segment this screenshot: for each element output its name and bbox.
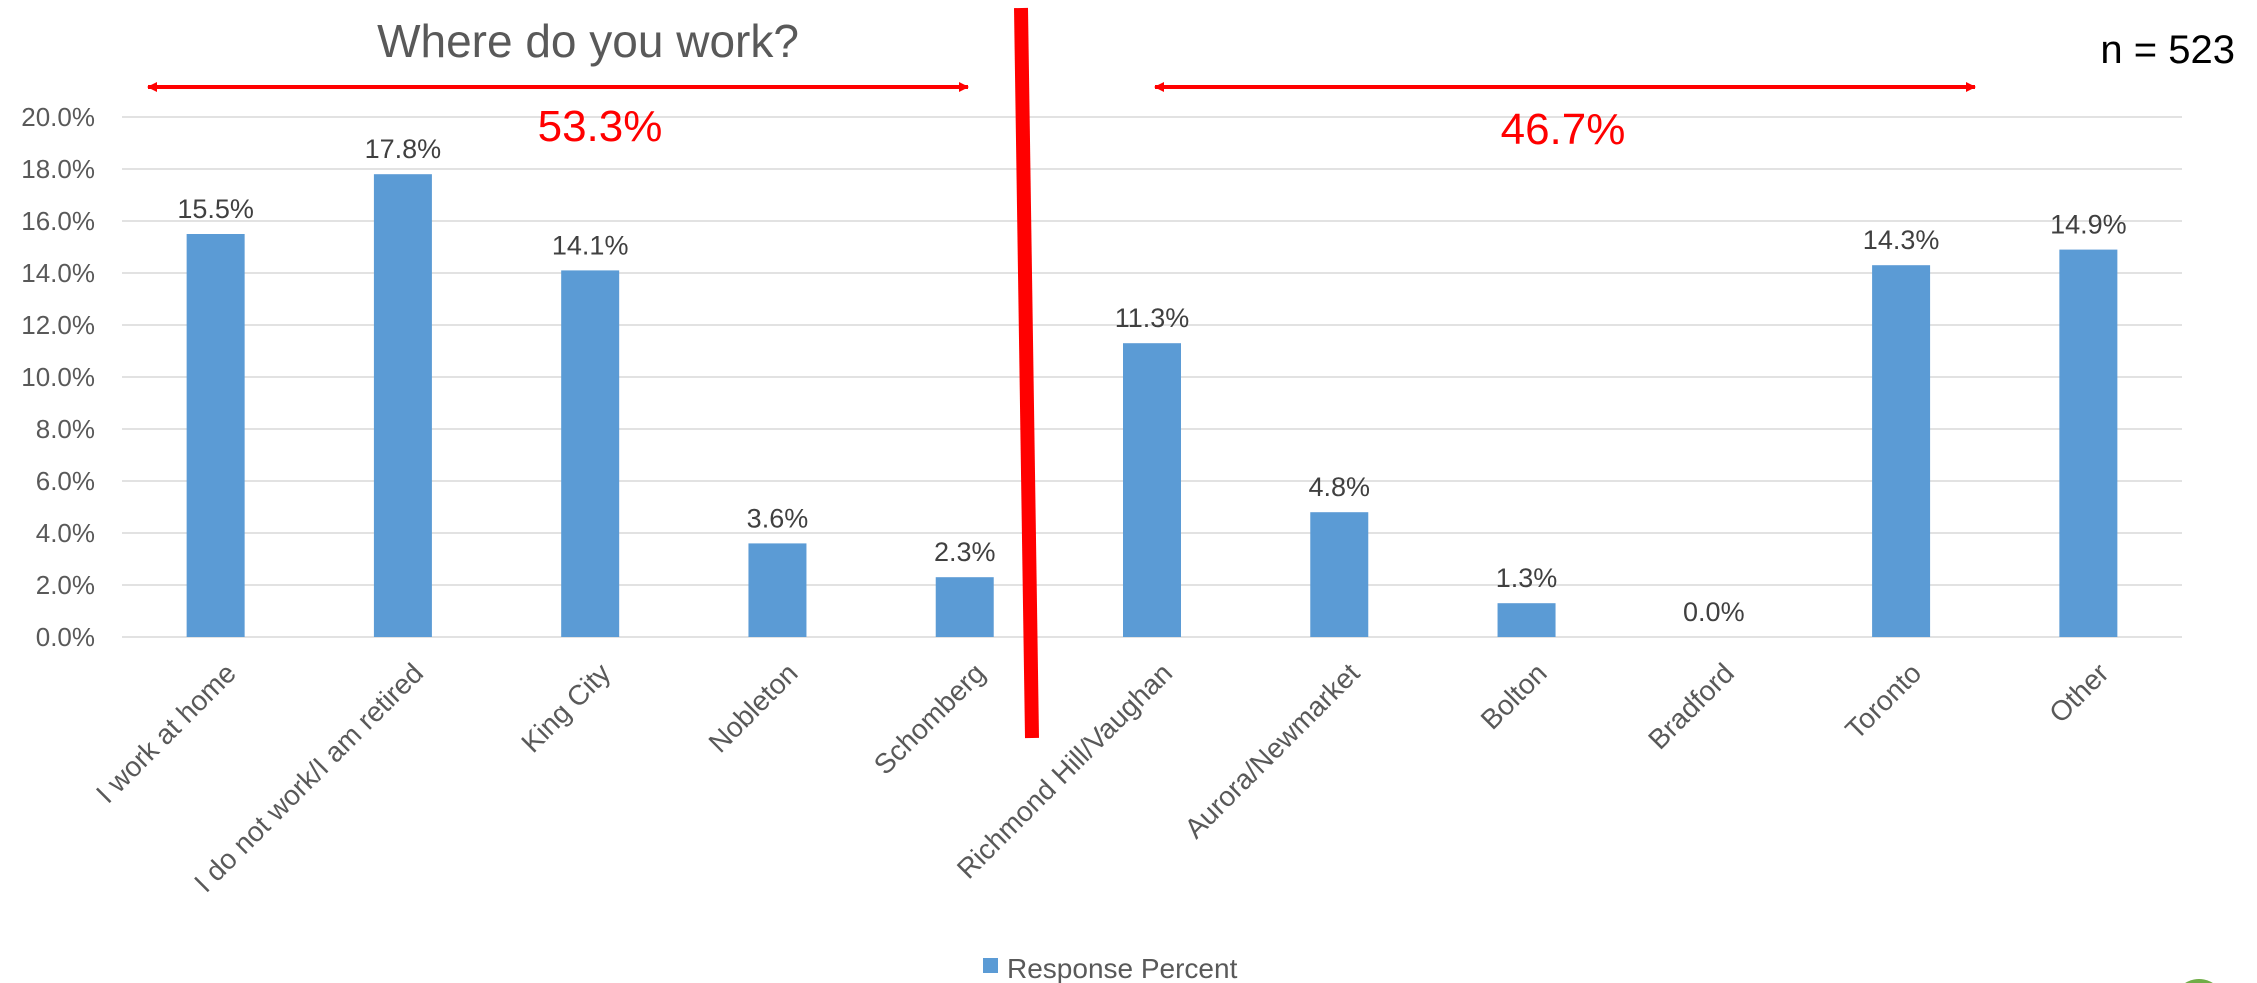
x-tick-label: Nobleton bbox=[703, 657, 804, 758]
corner-logo-mark bbox=[2185, 979, 2213, 983]
bar bbox=[1497, 603, 1556, 637]
data-label: 14.3% bbox=[1863, 225, 1940, 255]
data-label: 11.3% bbox=[1115, 303, 1190, 333]
x-tick-label: Aurora/Newmarket bbox=[1179, 657, 1366, 844]
bar bbox=[373, 174, 432, 637]
bar bbox=[1310, 512, 1369, 637]
data-label: 0.0% bbox=[1683, 597, 1745, 627]
chart-title: Where do you work? bbox=[377, 15, 799, 67]
y-tick-label: 10.0% bbox=[21, 362, 95, 392]
x-tick-label: I work at home bbox=[90, 657, 242, 809]
data-label: 3.6% bbox=[747, 503, 809, 533]
y-tick-label: 14.0% bbox=[21, 258, 95, 288]
data-label: 2.3% bbox=[934, 537, 996, 567]
bar bbox=[1872, 265, 1931, 637]
data-label: 14.9% bbox=[2050, 210, 2127, 240]
bar bbox=[935, 577, 994, 637]
data-label: 14.1% bbox=[552, 230, 629, 260]
left-group-percent: 53.3% bbox=[538, 102, 663, 151]
data-label: 17.8% bbox=[365, 134, 442, 164]
bar bbox=[748, 543, 807, 637]
x-tick-label: Bradford bbox=[1642, 657, 1740, 755]
x-tick-label: Bolton bbox=[1475, 657, 1553, 735]
y-tick-label: 6.0% bbox=[36, 466, 95, 496]
right-group-percent: 46.7% bbox=[1501, 105, 1626, 154]
data-label: 4.8% bbox=[1308, 472, 1370, 502]
data-label: 1.3% bbox=[1496, 563, 1558, 593]
y-tick-label: 16.0% bbox=[21, 206, 95, 236]
x-tick-label: King City bbox=[515, 657, 616, 758]
legend-label: Response Percent bbox=[1007, 953, 1238, 983]
x-tick-label: Richmond Hill/Vaughan bbox=[951, 657, 1178, 884]
x-tick-label: Schomberg bbox=[868, 657, 991, 780]
x-tick-label: Other bbox=[2043, 657, 2114, 728]
bar bbox=[2059, 249, 2118, 637]
divider-line bbox=[1014, 7, 1039, 739]
y-tick-label: 18.0% bbox=[21, 154, 95, 184]
data-label: 15.5% bbox=[177, 194, 254, 224]
sample-size-label: n = 523 bbox=[2100, 28, 2235, 72]
data-labels: 15.5% 17.8% 14.1% 3.6% 2.3% 11.3% 4.8% 1.3% 0.0%… bbox=[177, 134, 2126, 627]
x-tick-label: Toronto bbox=[1839, 657, 1927, 745]
y-tick-label: 4.0% bbox=[36, 518, 95, 548]
y-tick-label: 12.0% bbox=[21, 310, 95, 340]
legend: Response Percent bbox=[983, 953, 1238, 983]
y-axis: 0.0% 2.0% 4.0% 6.0% 8.0% 10.0% 12.0% 14.0% 16.0%… bbox=[21, 102, 95, 652]
bar bbox=[186, 234, 245, 637]
bar bbox=[561, 270, 620, 637]
y-tick-label: 20.0% bbox=[21, 102, 95, 132]
y-tick-label: 2.0% bbox=[36, 570, 95, 600]
bars bbox=[186, 174, 2118, 637]
legend-swatch bbox=[983, 958, 998, 973]
y-tick-label: 0.0% bbox=[36, 622, 95, 652]
bar bbox=[1123, 343, 1181, 637]
y-tick-label: 8.0% bbox=[36, 414, 95, 444]
